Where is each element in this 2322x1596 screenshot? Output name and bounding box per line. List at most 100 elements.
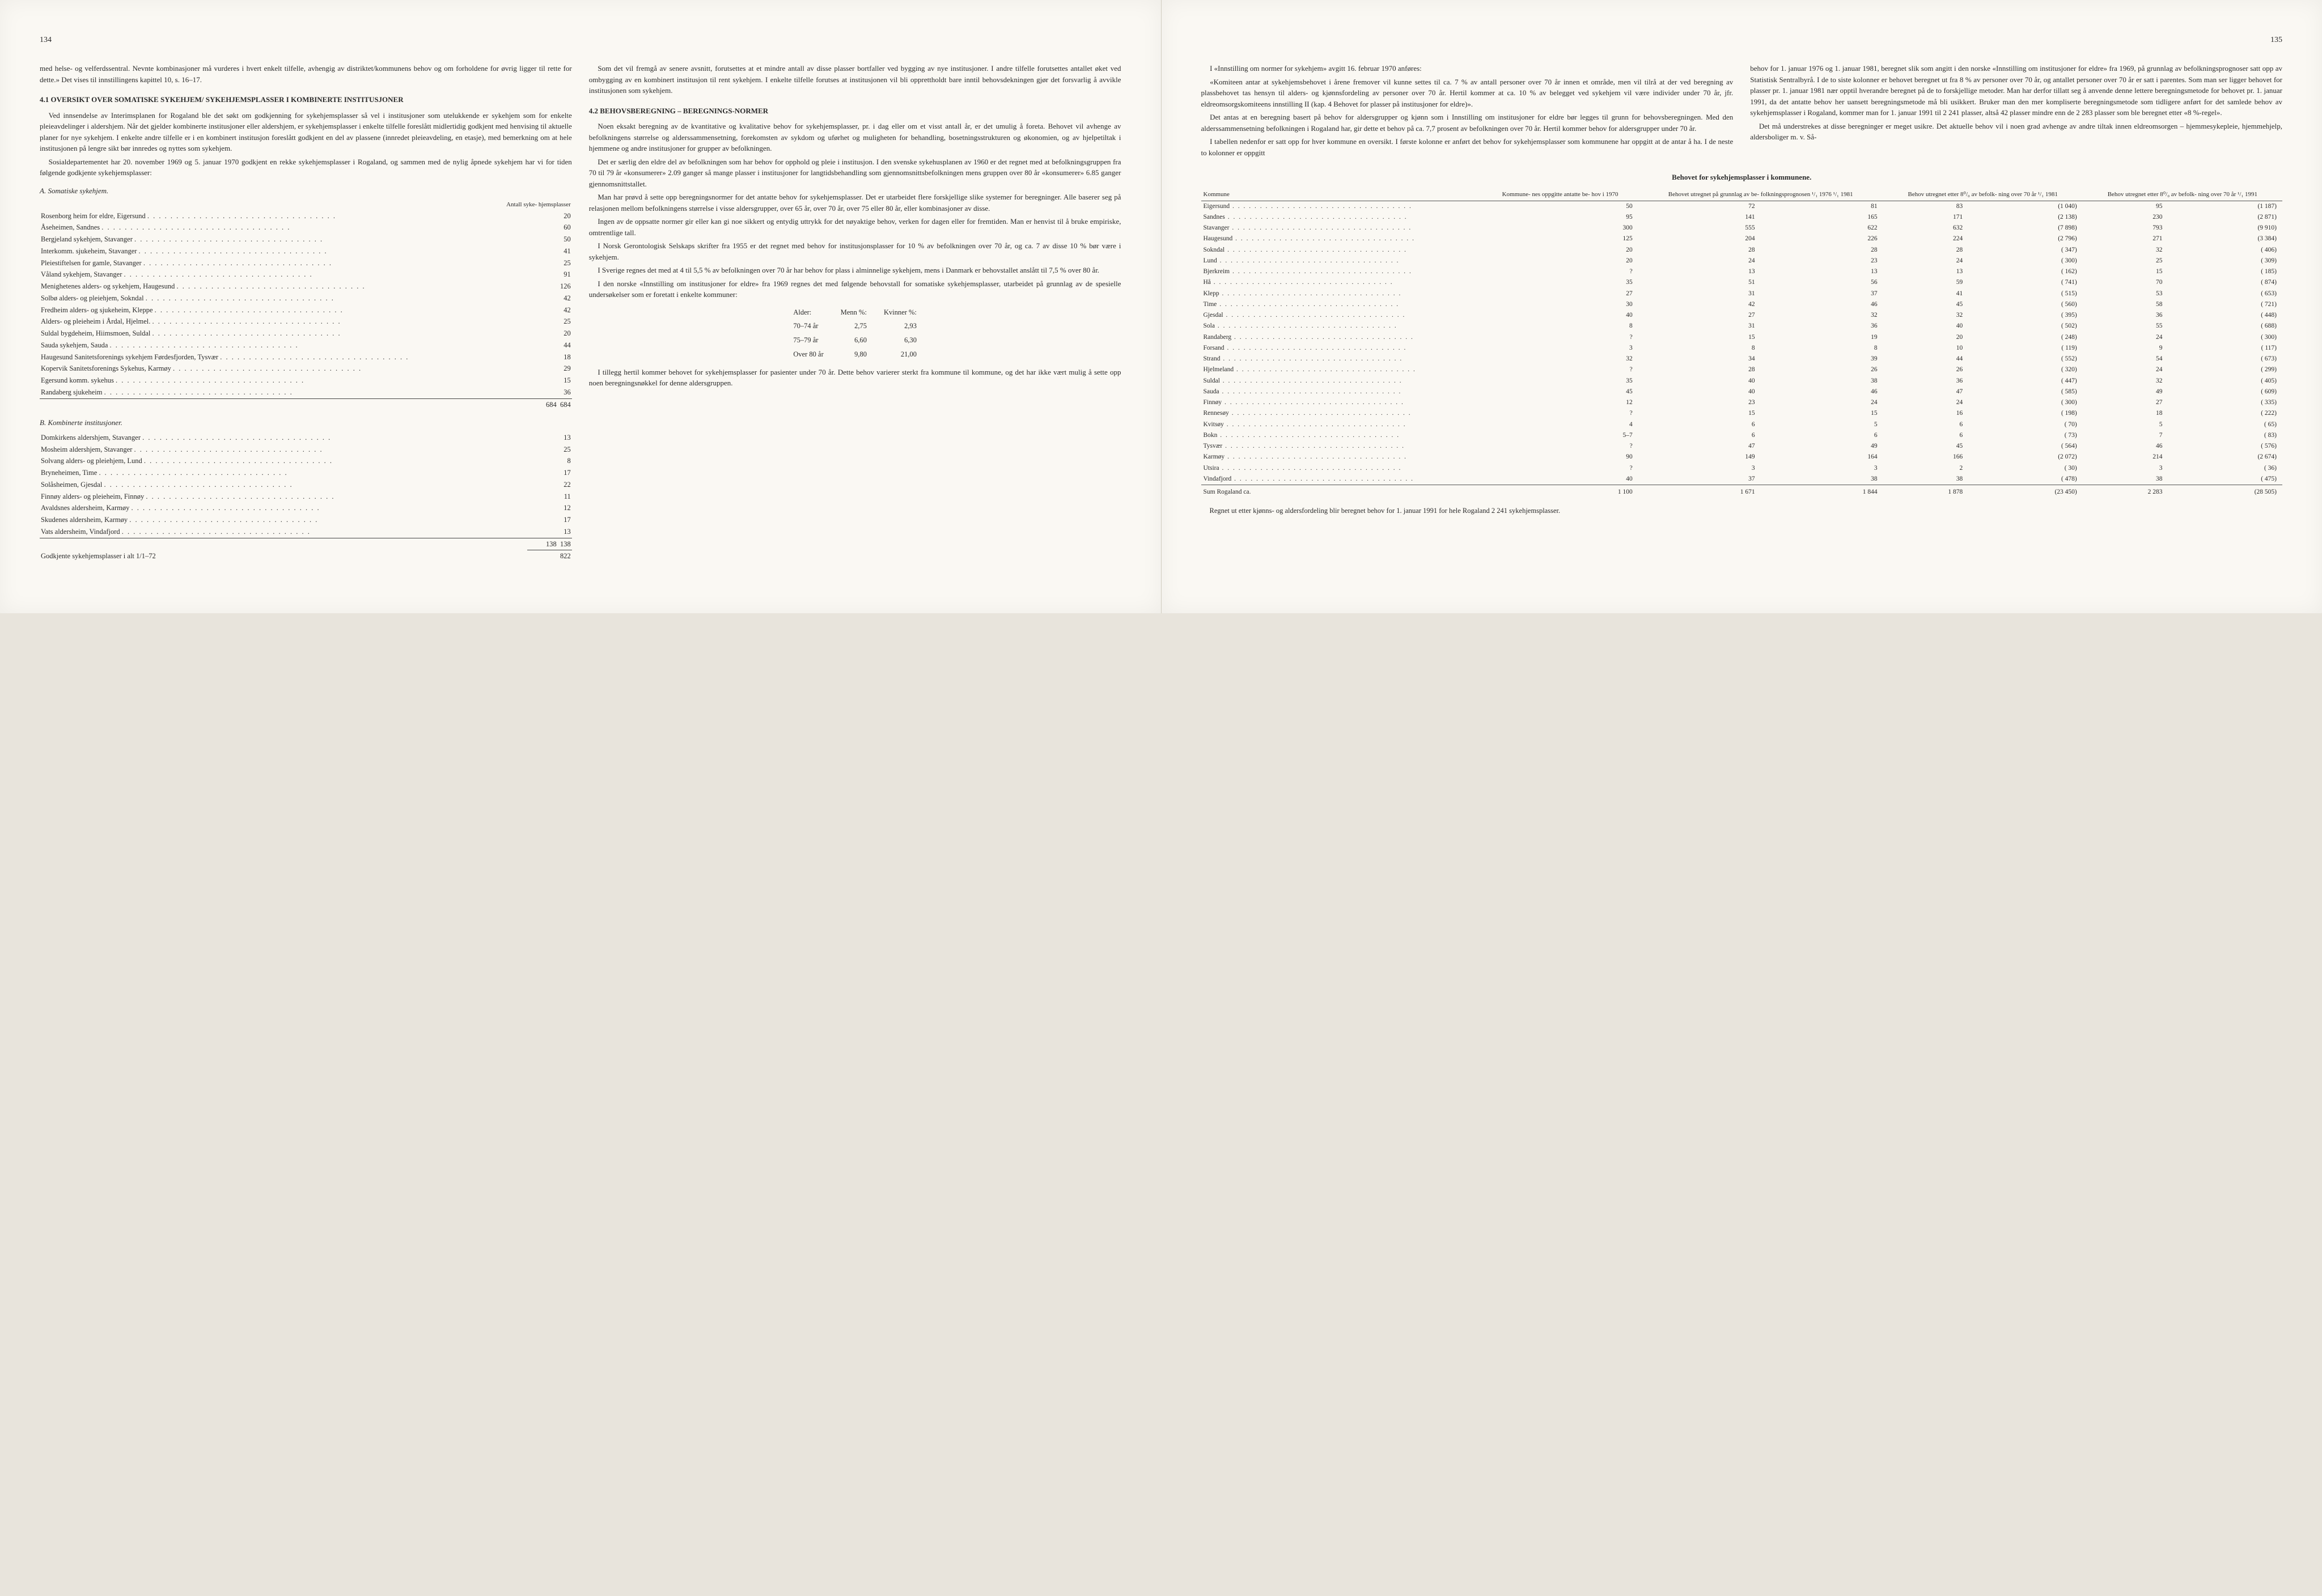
cell: 6: [1883, 419, 1969, 430]
cell: 165: [1761, 212, 1883, 223]
cell: 46: [1761, 387, 1883, 397]
cell: 149: [1638, 452, 1761, 462]
list-value: 44: [490, 339, 571, 351]
list-item: Domkirkens aldershjem, Stavanger: [40, 432, 527, 444]
cell: 50: [1482, 201, 1638, 212]
list-a-head: A. Somatiske sykehjem.: [40, 185, 572, 197]
cell: ( 70): [1968, 419, 2082, 430]
cell: ( 335): [2168, 397, 2282, 408]
cell: 83: [1883, 201, 1969, 212]
bt2: 1 671: [1638, 485, 1761, 498]
cell: ( 299): [2168, 364, 2282, 375]
cell: 8: [1638, 343, 1761, 354]
list-value: 11: [527, 491, 572, 503]
table-row-name: Tysvær: [1201, 441, 1482, 452]
cell: 47: [1883, 387, 1969, 397]
cell: ( 552): [1968, 354, 2082, 364]
page-right: 135 I «Innstilling om normer for sykehje…: [1162, 0, 2322, 613]
cell: ( 83): [2168, 430, 2282, 441]
cell: 24: [2083, 332, 2168, 343]
bh-3: Behov utregnet etter 8⁰/₀ av befolk- nin…: [1883, 189, 2083, 201]
list-item: Menighetenes alders- og sykehjem, Hauges…: [40, 281, 490, 292]
cell: 23: [1761, 256, 1883, 266]
cell: 125: [1482, 234, 1638, 244]
p42d: Ingen av de oppsatte normer gir eller ka…: [589, 216, 1121, 238]
book-spread: 134 med helse- og velferdssentral. Nevnt…: [0, 0, 2322, 613]
list-value: 36: [490, 387, 571, 398]
cell: 26: [1761, 364, 1883, 375]
cell: 6: [1761, 430, 1883, 441]
table-row-name: Eigersund: [1201, 201, 1482, 212]
table-row-name: Stavanger: [1201, 223, 1482, 234]
p42e: I Norsk Gerontologisk Selskaps skrifter …: [589, 240, 1121, 262]
cell: 45: [1883, 299, 1969, 310]
list-a-col-head: Antall syke- hjemsplasser: [490, 200, 571, 210]
list-value: 17: [527, 467, 572, 479]
cell: (1 187): [2168, 201, 2282, 212]
cell: (2 871): [2168, 212, 2282, 223]
rp5: behov for 1. januar 1976 og 1. januar 19…: [1750, 63, 2282, 118]
cell: 20: [1482, 256, 1638, 266]
list-b-total-2: 138: [560, 540, 571, 548]
rp6: Det må understrekes at disse beregninger…: [1750, 121, 2282, 143]
cell: 58: [2083, 299, 2168, 310]
bh-1: Kommune- nes oppgitte antatte be- hov i …: [1482, 189, 1638, 201]
cell: 8: [1761, 343, 1883, 354]
cell: 5: [1761, 419, 1883, 430]
cell: 24: [1883, 256, 1969, 266]
list-item: Egersund komm. sykehus: [40, 375, 490, 387]
list-a-total-2: 684: [560, 401, 571, 409]
cell: 20: [1482, 245, 1638, 256]
cell: ( 300): [1968, 256, 2082, 266]
cell: 28: [1761, 245, 1883, 256]
cell: 204: [1638, 234, 1761, 244]
cell: ( 721): [2168, 299, 2282, 310]
cell: 26: [1883, 364, 1969, 375]
cell: 38: [1761, 376, 1883, 387]
list-item: Bergjeland sykehjem, Stavanger: [40, 234, 490, 245]
cell: 5–7: [1482, 430, 1638, 441]
age-cell: 2,75: [833, 320, 875, 333]
cell: ( 564): [1968, 441, 2082, 452]
table-row-name: Bokn: [1201, 430, 1482, 441]
table-row-name: Randaberg: [1201, 332, 1482, 343]
cell: 12: [1482, 397, 1638, 408]
age-cell: 2,93: [876, 320, 925, 333]
table-row-name: Kvitsøy: [1201, 419, 1482, 430]
p42c: Man har prøvd å sette opp beregningsnorm…: [589, 192, 1121, 214]
cell: 38: [2083, 474, 2168, 485]
col2p1: Som det vil fremgå av senere avsnitt, fo…: [589, 63, 1121, 96]
cell: ?: [1482, 364, 1638, 375]
big-table: Kommune Kommune- nes oppgitte antatte be…: [1201, 189, 2283, 498]
cell: ( 447): [1968, 376, 2082, 387]
table-row-name: Finnøy: [1201, 397, 1482, 408]
list-value: 20: [490, 210, 571, 222]
big-total-label: Sum Rogaland ca.: [1201, 485, 1482, 498]
list-value: 8: [527, 455, 572, 467]
cell: ( 309): [2168, 256, 2282, 266]
table-row-name: Sola: [1201, 321, 1482, 332]
cell: ( 248): [1968, 332, 2082, 343]
cell: 16: [1883, 408, 1969, 419]
cell: 46: [2083, 441, 2168, 452]
table-row-name: Sauda: [1201, 387, 1482, 397]
cell: 34: [1638, 354, 1761, 364]
cell: 19: [1761, 332, 1883, 343]
list-value: 13: [527, 432, 572, 444]
cell: 32: [2083, 245, 2168, 256]
list-item: Solbø alders- og pleiehjem, Sokndal: [40, 292, 490, 304]
cell: 3: [1761, 463, 1883, 474]
cell: 35: [1482, 376, 1638, 387]
cell: ( 347): [1968, 245, 2082, 256]
list-value: 41: [490, 245, 571, 257]
cell: 3: [1482, 343, 1638, 354]
cell: (2 072): [1968, 452, 2082, 462]
cell: 56: [1761, 277, 1883, 288]
p42a: Noen eksakt beregning av de kvantitative…: [589, 121, 1121, 154]
cell: ?: [1482, 408, 1638, 419]
cell: 632: [1883, 223, 1969, 234]
right-col-1: I «Innstilling om normer for sykehjem» a…: [1201, 63, 1734, 160]
cell: ( 609): [2168, 387, 2282, 397]
list-item: Finnøy alders- og pleieheim, Finnøy: [40, 491, 527, 503]
page-left: 134 med helse- og velferdssentral. Nevnt…: [0, 0, 1162, 613]
